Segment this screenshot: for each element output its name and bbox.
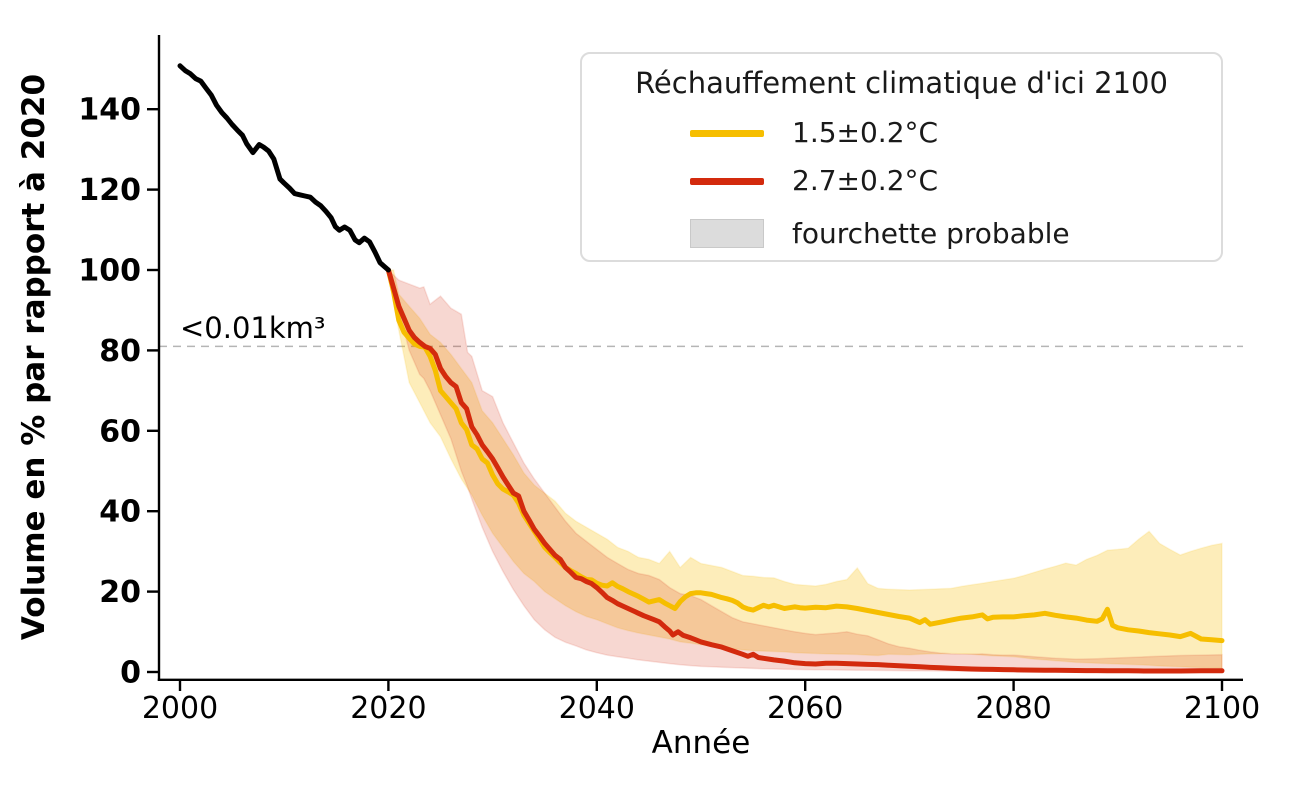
x-tick-label: 2020	[350, 691, 426, 726]
y-tick-label: 0	[120, 656, 141, 691]
x-tick-label: 2040	[559, 691, 635, 726]
legend-label-1-5C: 1.5±0.2°C	[792, 116, 939, 149]
data-lines	[177, 63, 1225, 674]
legend: Réchauffement climatique d'ici 2100 1.5±…	[580, 52, 1223, 262]
y-tick-label: 140	[78, 93, 141, 128]
x-tick-label: 2060	[767, 691, 843, 726]
legend-swatch-band-patch	[690, 219, 764, 248]
y-tick-label: 120	[78, 173, 141, 208]
line-historique	[177, 63, 391, 273]
legend-swatch-line-2-7C	[690, 178, 764, 185]
band-1.5±0.2°C	[387, 269, 1223, 669]
legend-title: Réchauffement climatique d'ici 2100	[635, 66, 1168, 100]
y-tick-label: 20	[99, 575, 141, 610]
legend-label-2-7C: 2.7±0.2°C	[792, 164, 939, 197]
axis-ticks: 2000 2020 2040 2060 2080 21000204060801001201…	[78, 93, 1260, 726]
x-tick-label: 2080	[975, 691, 1051, 726]
y-tick-label: 80	[99, 334, 141, 369]
threshold-label: <0.01km³	[180, 311, 326, 345]
uncertainty-bands	[387, 267, 1223, 673]
line-1.5±0.2°C	[385, 267, 1225, 644]
y-tick-label: 100	[78, 254, 141, 289]
y-axis-label: Volume en % par rapport à 2020	[16, 74, 52, 640]
x-axis-label: Année	[652, 725, 751, 761]
x-tick-label: 2000	[142, 691, 218, 726]
legend-swatch-line-1-5C	[690, 130, 764, 137]
line-2.7±0.2°C	[385, 267, 1225, 674]
band-2.7±0.2°C	[387, 267, 1223, 673]
x-tick-label: 2100	[1184, 691, 1260, 726]
y-tick-label: 60	[99, 414, 141, 449]
y-tick-label: 40	[99, 495, 141, 530]
threshold-line-group: <0.01km³	[159, 311, 1243, 348]
legend-label-band: fourchette probable	[792, 217, 1070, 250]
